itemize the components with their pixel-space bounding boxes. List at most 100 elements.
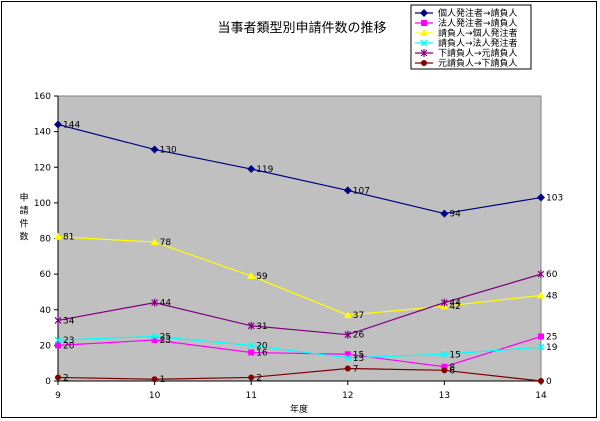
- data-point: [344, 330, 352, 339]
- data-label: 1: [160, 375, 166, 385]
- x-tick-label: 14: [535, 391, 547, 401]
- data-label: 119: [256, 165, 273, 175]
- series: [54, 270, 545, 339]
- chart-title: 当事者類型別申請件数の推移: [217, 21, 386, 36]
- y-tick-label: 100: [34, 199, 51, 209]
- data-label: 2: [63, 373, 69, 383]
- data-point: [151, 376, 158, 383]
- series: [54, 332, 545, 362]
- series-line: [57, 335, 542, 359]
- series-line: [57, 367, 542, 382]
- data-label: 7: [353, 365, 359, 375]
- data-label: 20: [63, 341, 75, 351]
- data-label: 25: [160, 332, 171, 342]
- data-point: [343, 186, 352, 195]
- data-label: 34: [63, 316, 75, 326]
- data-point: [248, 349, 255, 356]
- legend-item: 個人発注者→請負人: [415, 7, 518, 19]
- data-point: [420, 9, 428, 17]
- data-point: [440, 350, 448, 358]
- data-label: 15: [353, 350, 364, 360]
- data-label: 78: [160, 238, 172, 248]
- series-layer: [54, 120, 545, 384]
- data-label: 103: [546, 194, 563, 204]
- data-label: 6: [449, 366, 455, 376]
- data-label: 20: [256, 341, 268, 351]
- legend-label: 請負人→個人発注者: [438, 27, 518, 39]
- legend-item: 法人発注者→請負人: [415, 17, 518, 29]
- series: [55, 333, 544, 370]
- y-tick-label: 0: [45, 377, 51, 387]
- legend-item: 請負人→個人発注者: [415, 27, 518, 39]
- y-tick-label: 120: [34, 163, 51, 173]
- data-point: [54, 232, 62, 240]
- y-tick-label: 20: [40, 341, 52, 351]
- data-label: 60: [546, 270, 558, 280]
- data-point: [343, 311, 352, 319]
- data-label: 25: [546, 332, 557, 342]
- data-point: [151, 337, 158, 344]
- data-point: [54, 316, 62, 325]
- y-axis-label: 申請件数: [19, 192, 28, 243]
- data-point: [247, 271, 256, 279]
- x-axis-label: 年度: [290, 403, 308, 415]
- series-line: [57, 123, 542, 215]
- data-point: [247, 165, 256, 174]
- data-point: [420, 29, 428, 36]
- data-label: 31: [256, 322, 267, 332]
- data-point: [344, 354, 352, 362]
- data-point: [440, 209, 449, 218]
- data-label: 16: [256, 349, 268, 359]
- data-label: 13: [353, 354, 364, 364]
- data-label: 23: [160, 336, 171, 346]
- data-point: [150, 145, 159, 154]
- data-point: [54, 120, 62, 129]
- data-label: 48: [546, 292, 558, 302]
- legend-label: 元請負人→下請負人: [438, 57, 518, 69]
- data-point: [537, 291, 545, 299]
- data-point: [247, 321, 255, 330]
- data-label: 42: [449, 302, 460, 312]
- data-label: 8: [449, 363, 455, 373]
- data-label: 19: [546, 343, 558, 353]
- data-point: [55, 374, 61, 381]
- data-point: [440, 298, 448, 307]
- legend: 個人発注者→請負人法人発注者→請負人請負人→個人発注者請負人→法人発注者下請負人…: [410, 4, 532, 70]
- plot-area: [57, 95, 542, 382]
- data-point: [537, 193, 545, 202]
- y-tick-label: 40: [40, 306, 52, 316]
- data-point: [537, 270, 545, 279]
- legend-item: 請負人→法人発注者: [415, 37, 518, 49]
- y-tick-label: 140: [34, 128, 51, 138]
- data-point: [538, 378, 544, 384]
- data-point: [344, 365, 351, 372]
- data-label: 44: [160, 299, 172, 309]
- data-label: 23: [63, 336, 74, 346]
- legend-item: 下請負人→元請負人: [415, 47, 518, 59]
- x-tick-label: 13: [439, 391, 450, 401]
- data-point: [421, 20, 427, 26]
- data-point: [54, 336, 62, 344]
- series: [54, 120, 545, 218]
- data-point: [538, 333, 544, 340]
- data-point: [421, 60, 427, 66]
- x-tick-label: 9: [55, 391, 61, 401]
- series-line: [57, 335, 542, 368]
- legend-label: 請負人→法人発注者: [438, 37, 518, 49]
- data-point: [247, 341, 255, 349]
- data-label: 81: [63, 233, 74, 243]
- data-label: 26: [353, 331, 365, 341]
- data-point: [151, 298, 159, 307]
- data-label: 37: [353, 311, 364, 321]
- data-point: [55, 342, 61, 349]
- legend-label: 法人発注者→請負人: [438, 17, 518, 29]
- legend-label: 下請負人→元請負人: [438, 47, 518, 59]
- y-tick-label: 80: [40, 235, 52, 245]
- y-tick-label: 160: [34, 92, 51, 102]
- data-point: [151, 332, 159, 340]
- data-label: 2: [256, 373, 262, 383]
- legend-item: 元請負人→下請負人: [415, 57, 518, 69]
